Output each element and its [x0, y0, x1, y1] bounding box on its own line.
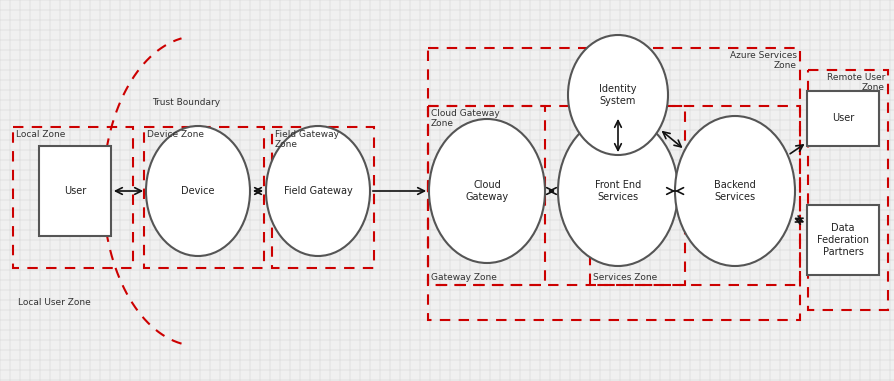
Text: Field Gateway
Zone: Field Gateway Zone	[274, 130, 339, 149]
Bar	[272, 127, 374, 268]
Bar	[427, 106, 684, 285]
Bar	[144, 127, 264, 268]
Bar	[427, 48, 799, 320]
Text: Local User Zone: Local User Zone	[18, 298, 90, 307]
Bar	[806, 205, 878, 275]
Text: Gateway Zone: Gateway Zone	[431, 273, 496, 282]
Text: Device: Device	[181, 186, 215, 196]
Bar	[13, 127, 133, 268]
Ellipse shape	[557, 116, 678, 266]
Text: Data
Federation
Partners: Data Federation Partners	[816, 223, 868, 256]
Text: Field Gateway: Field Gateway	[283, 186, 352, 196]
Text: Front End
Services: Front End Services	[595, 180, 640, 202]
Text: Cloud Gateway
Zone: Cloud Gateway Zone	[431, 109, 499, 128]
Text: Services Zone: Services Zone	[593, 273, 656, 282]
Bar	[806, 91, 878, 146]
Text: Local Zone: Local Zone	[16, 130, 65, 139]
Ellipse shape	[146, 126, 249, 256]
Text: Azure Services
Zone: Azure Services Zone	[730, 51, 797, 70]
Text: Cloud
Gateway: Cloud Gateway	[465, 180, 508, 202]
Bar	[39, 146, 111, 236]
Text: User: User	[831, 113, 853, 123]
Bar	[589, 106, 799, 285]
Text: Trust Boundary: Trust Boundary	[152, 98, 220, 107]
Text: Remote User
Zone: Remote User Zone	[826, 73, 884, 93]
Ellipse shape	[568, 35, 667, 155]
Text: Identity
System: Identity System	[599, 84, 636, 106]
Text: User: User	[63, 186, 86, 196]
Ellipse shape	[428, 119, 544, 263]
Text: Backend
Services: Backend Services	[713, 180, 755, 202]
Ellipse shape	[674, 116, 794, 266]
Text: Device Zone: Device Zone	[147, 130, 204, 139]
Bar	[807, 70, 887, 310]
Ellipse shape	[266, 126, 369, 256]
Bar	[427, 106, 544, 285]
